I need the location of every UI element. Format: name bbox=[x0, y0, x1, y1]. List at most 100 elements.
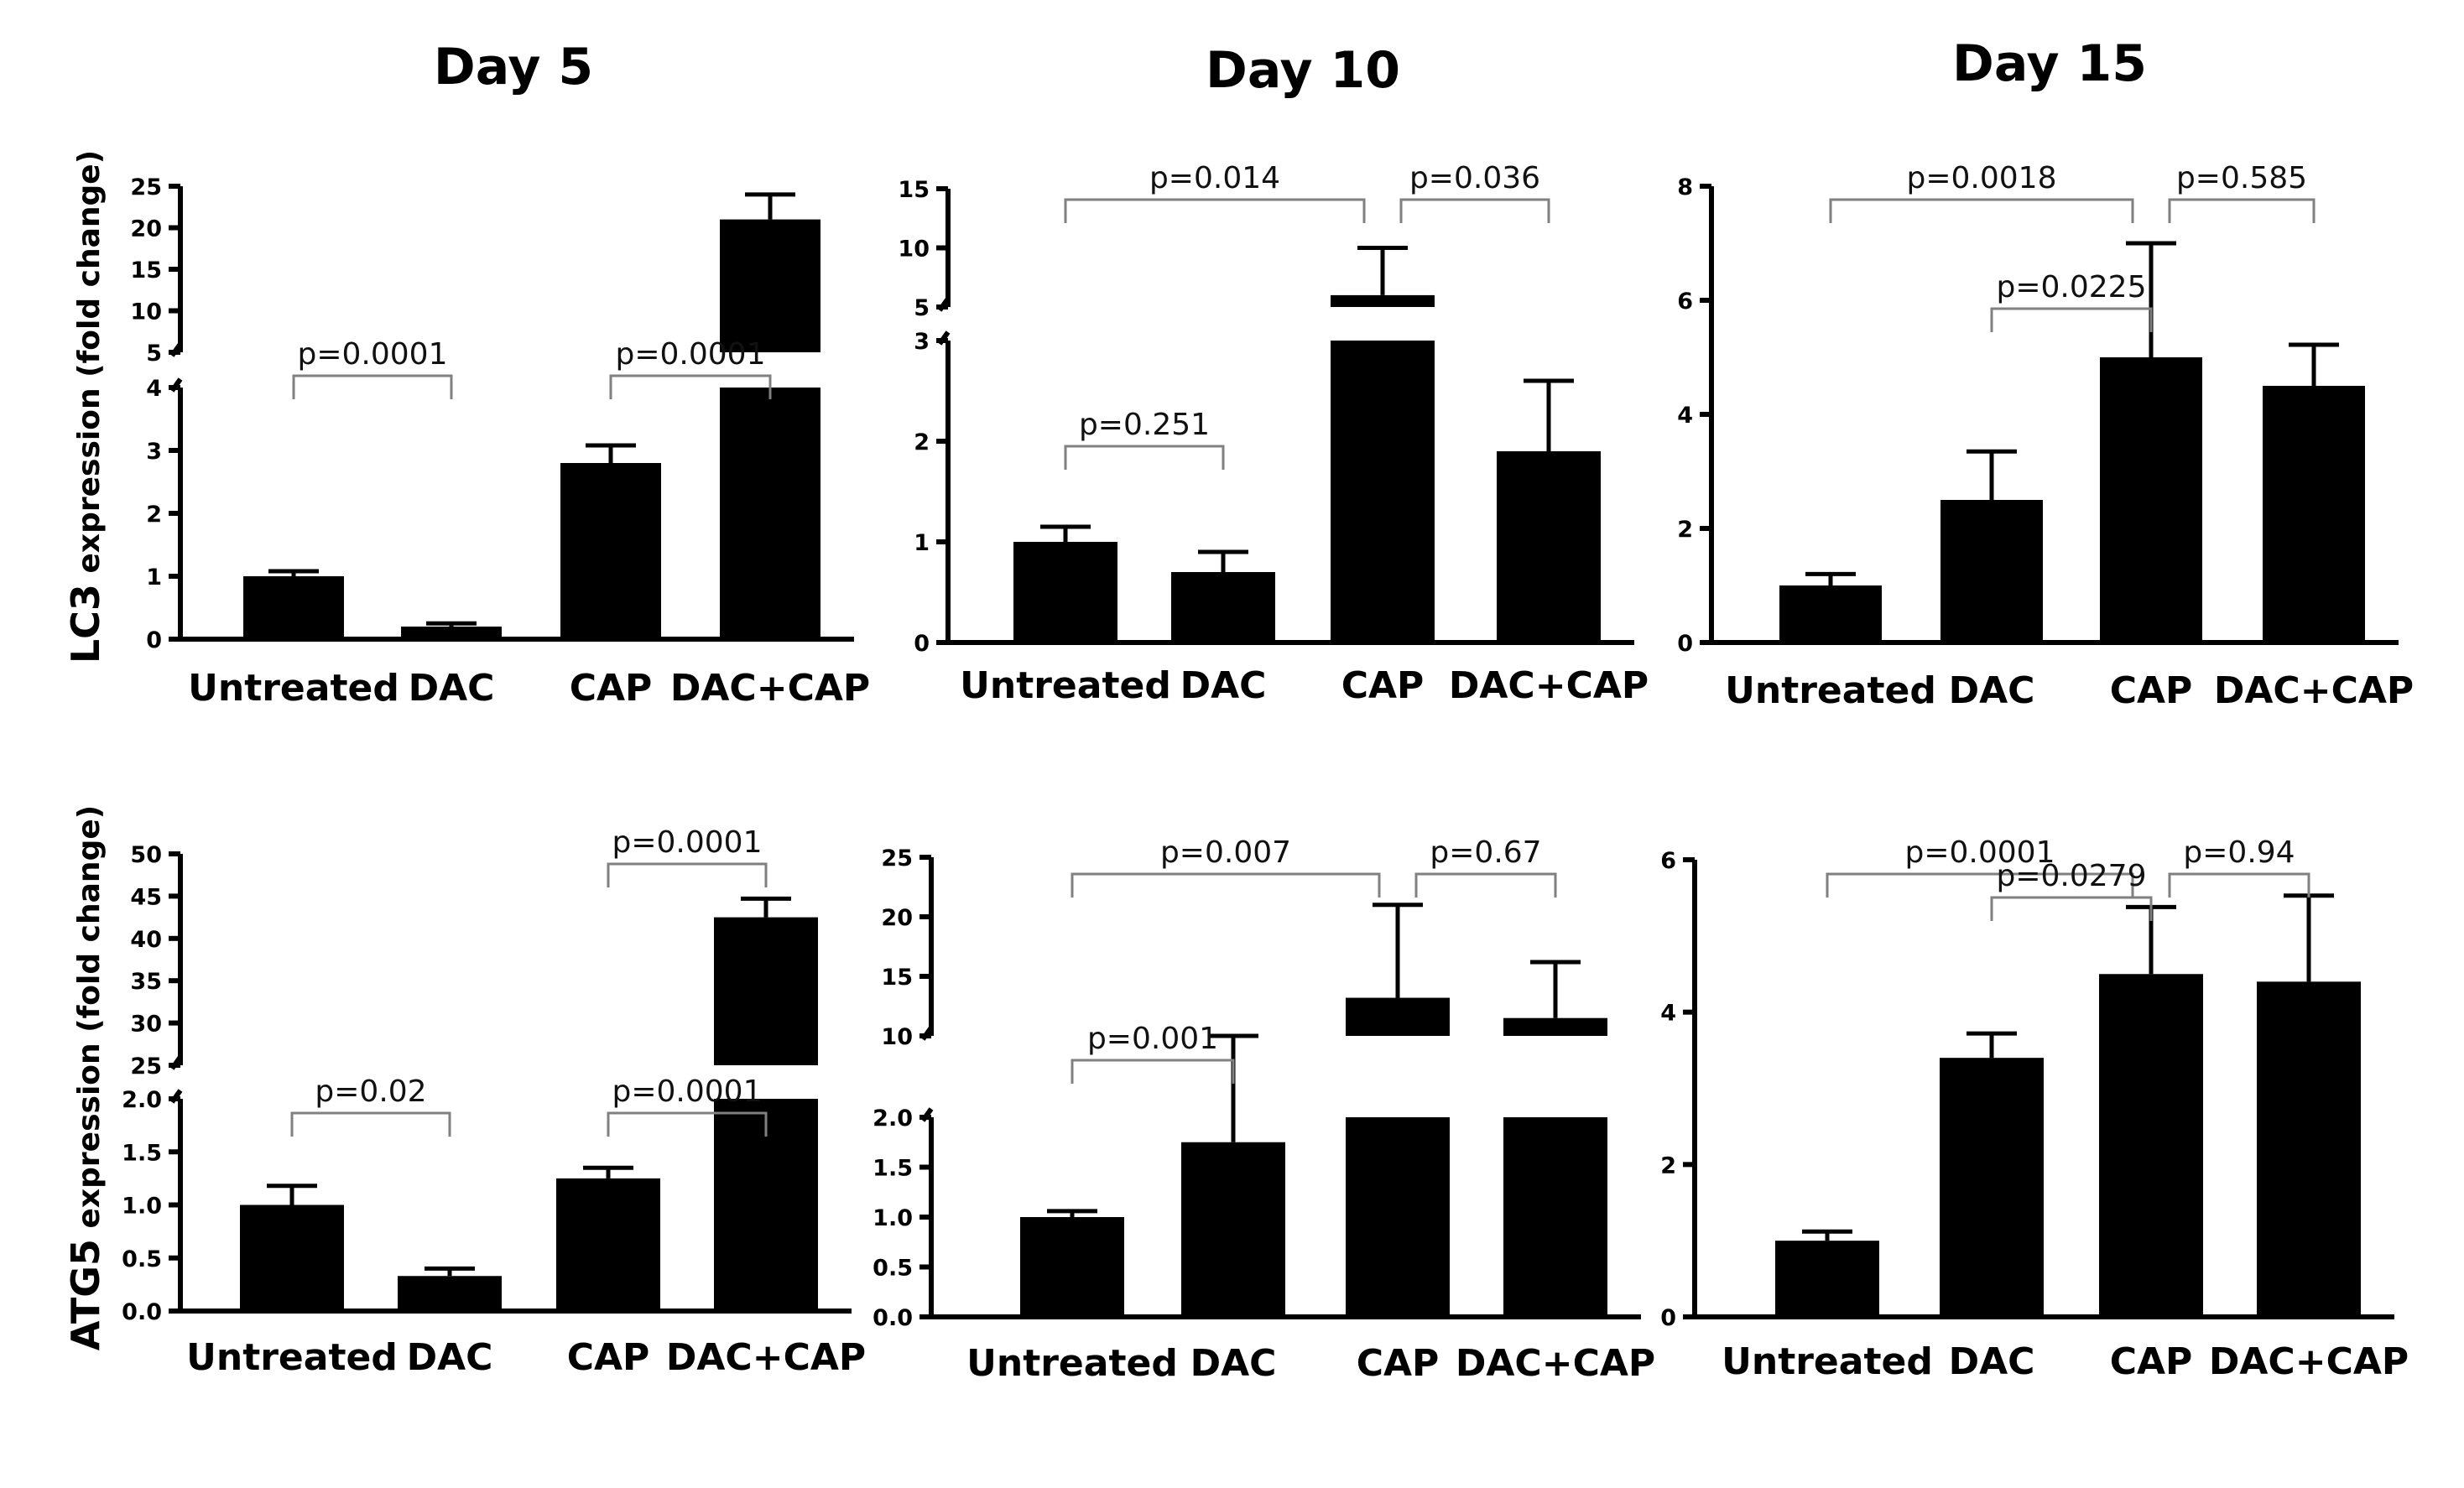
x-category-label: CAP bbox=[2110, 1340, 2193, 1383]
significance-bracket bbox=[2168, 198, 2316, 223]
p-value-label: p=0.001 bbox=[1087, 1022, 1218, 1056]
chart-lc3-day-15: 0 2 4 6 8 Untreated DAC CAP DAC+CAP p=0.0018 p=0.5… bbox=[1677, 161, 2414, 712]
y-tick-label: 4 bbox=[146, 376, 162, 402]
y-tick-label: 0 bbox=[146, 627, 162, 653]
y-tick-label: 15 bbox=[881, 965, 913, 991]
x-category-label: CAP bbox=[1341, 664, 1425, 707]
y-tick-label: 8 bbox=[1677, 174, 1693, 200]
significance-bracket bbox=[1829, 198, 2134, 223]
title-day-5: Day 5 bbox=[434, 38, 593, 96]
x-category-label: DAC+CAP bbox=[666, 1336, 866, 1379]
x-category-label: DAC+CAP bbox=[1456, 1342, 1655, 1385]
y-tick-label: 20 bbox=[130, 216, 162, 242]
y-tick-label: 2.0 bbox=[122, 1087, 162, 1113]
p-value-label: p=0.0018 bbox=[1907, 161, 2057, 195]
x-category-label: DAC+CAP bbox=[670, 667, 870, 710]
y-tick-label: 15 bbox=[898, 177, 930, 203]
y-tick-label: 3 bbox=[146, 439, 162, 465]
bar-dac-plus-cap-lower bbox=[1503, 1117, 1607, 1317]
bar-dac-plus-cap-upper bbox=[714, 917, 818, 1065]
bar-cap-lower bbox=[1331, 341, 1435, 643]
row-labels: LC3 expression (fold change) ATG5 expres… bbox=[63, 150, 108, 1350]
y-tick-label: 1 bbox=[146, 565, 162, 591]
bar-cap-upper bbox=[1346, 997, 1450, 1036]
y-tick-label: 0 bbox=[914, 631, 930, 657]
bar-cap bbox=[2100, 357, 2202, 643]
x-category-label: Untreated bbox=[186, 1336, 398, 1379]
title-day-10: Day 10 bbox=[1206, 41, 1400, 100]
y-tick-label: 2.0 bbox=[873, 1106, 913, 1132]
x-category-label: DAC bbox=[1190, 1342, 1277, 1385]
y-tick-label: 0.0 bbox=[122, 1299, 162, 1325]
y-tick-label: 1.0 bbox=[873, 1205, 913, 1231]
ylabel-lc3-gene: LC3 bbox=[63, 584, 108, 663]
y-tick-label: 45 bbox=[130, 884, 162, 910]
significance-bracket bbox=[1071, 872, 1381, 897]
ylabel-lc3-text: expression (fold change) bbox=[72, 150, 107, 584]
x-category-label: CAP bbox=[570, 667, 653, 710]
x-category-label: Untreated bbox=[1722, 1340, 1933, 1383]
ylabel-atg5-gene: ATG5 bbox=[63, 1239, 108, 1350]
p-value-label: p=0.0225 bbox=[1997, 270, 2147, 304]
x-category-label: CAP bbox=[567, 1336, 650, 1379]
bar-dac-plus-cap bbox=[1497, 451, 1601, 643]
p-value-label: p=0.007 bbox=[1160, 835, 1291, 870]
bar-cap bbox=[560, 463, 661, 639]
y-tick-label: 50 bbox=[130, 842, 162, 868]
y-tick-label: 6 bbox=[1677, 289, 1693, 315]
p-value-label: p=0.0001 bbox=[612, 1074, 763, 1109]
ylabel-lc3: LC3 expression (fold change) bbox=[63, 150, 108, 663]
x-category-label: DAC bbox=[1180, 664, 1267, 707]
y-tick-label: 10 bbox=[130, 299, 162, 325]
p-value-label: p=0.0001 bbox=[298, 337, 448, 372]
y-tick-label: 0.5 bbox=[122, 1246, 162, 1272]
y-tick-label: 4 bbox=[1677, 403, 1693, 429]
bar-dac bbox=[1940, 1058, 2044, 1317]
ylabel-atg5: ATG5 expression (fold change) bbox=[63, 805, 108, 1350]
bar-dac bbox=[1940, 500, 2043, 643]
bar-cap-lower bbox=[1346, 1117, 1450, 1317]
bar-untreated bbox=[1775, 1241, 1879, 1317]
y-tick-label: 10 bbox=[898, 237, 930, 263]
bar-dac-plus-cap-lower bbox=[720, 388, 820, 639]
y-tick-label: 25 bbox=[130, 174, 162, 200]
y-tick-label: 1.5 bbox=[122, 1140, 162, 1166]
y-tick-label: 5 bbox=[914, 295, 930, 321]
y-tick-label: 0 bbox=[1660, 1305, 1676, 1331]
y-tick-label: 1.5 bbox=[873, 1156, 913, 1182]
p-value-label: p=0.67 bbox=[1430, 835, 1541, 870]
y-tick-label: 10 bbox=[881, 1024, 913, 1050]
p-value-label: p=0.0001 bbox=[616, 337, 766, 372]
x-category-label: Untreated bbox=[188, 667, 399, 710]
chart-atg5-day-10: 0.0 0.5 1.0 1.5 2.0 10 15 20 25 Untreated DAC CAP DA… bbox=[873, 835, 1655, 1385]
significance-bracket bbox=[292, 374, 453, 399]
y-tick-label: 3 bbox=[914, 329, 930, 355]
p-value-label: p=0.251 bbox=[1079, 408, 1210, 442]
bar-cap bbox=[2099, 974, 2203, 1317]
y-tick-label: 6 bbox=[1660, 848, 1676, 874]
bar-untreated bbox=[1020, 1217, 1124, 1317]
title-day-15: Day 15 bbox=[1952, 34, 2147, 93]
y-tick-label: 1 bbox=[914, 530, 930, 556]
p-value-label: p=0.0001 bbox=[612, 825, 763, 860]
y-tick-label: 2 bbox=[1660, 1152, 1676, 1178]
ylabel-atg5-text: expression (fold change) bbox=[72, 805, 107, 1239]
y-tick-label: 2 bbox=[914, 429, 930, 455]
y-tick-label: 0 bbox=[1677, 631, 1693, 657]
y-tick-label: 0.0 bbox=[873, 1305, 913, 1331]
y-tick-label: 20 bbox=[881, 905, 913, 931]
x-category-label: DAC bbox=[407, 1336, 493, 1379]
chart-atg5-day-5: 0.0 0.5 1.0 1.5 2.0 25 30 35 40 45 50 Untreated DAC C… bbox=[122, 825, 866, 1379]
y-tick-label: 1.0 bbox=[122, 1194, 162, 1220]
y-tick-label: 0.5 bbox=[873, 1256, 913, 1282]
chart-atg5-day-15: 0 2 4 6 Untreated DAC CAP DAC+CAP p=0.0001 p=0.94… bbox=[1660, 835, 2409, 1383]
bar-dac-plus-cap-upper bbox=[1503, 1017, 1607, 1036]
significance-bracket bbox=[1414, 872, 1557, 897]
significance-bracket bbox=[1064, 198, 1366, 223]
bar-untreated bbox=[1013, 542, 1117, 643]
significance-bracket bbox=[290, 1111, 451, 1137]
bar-dac-plus-cap-upper bbox=[720, 219, 820, 352]
x-category-label: DAC+CAP bbox=[2209, 1340, 2409, 1383]
